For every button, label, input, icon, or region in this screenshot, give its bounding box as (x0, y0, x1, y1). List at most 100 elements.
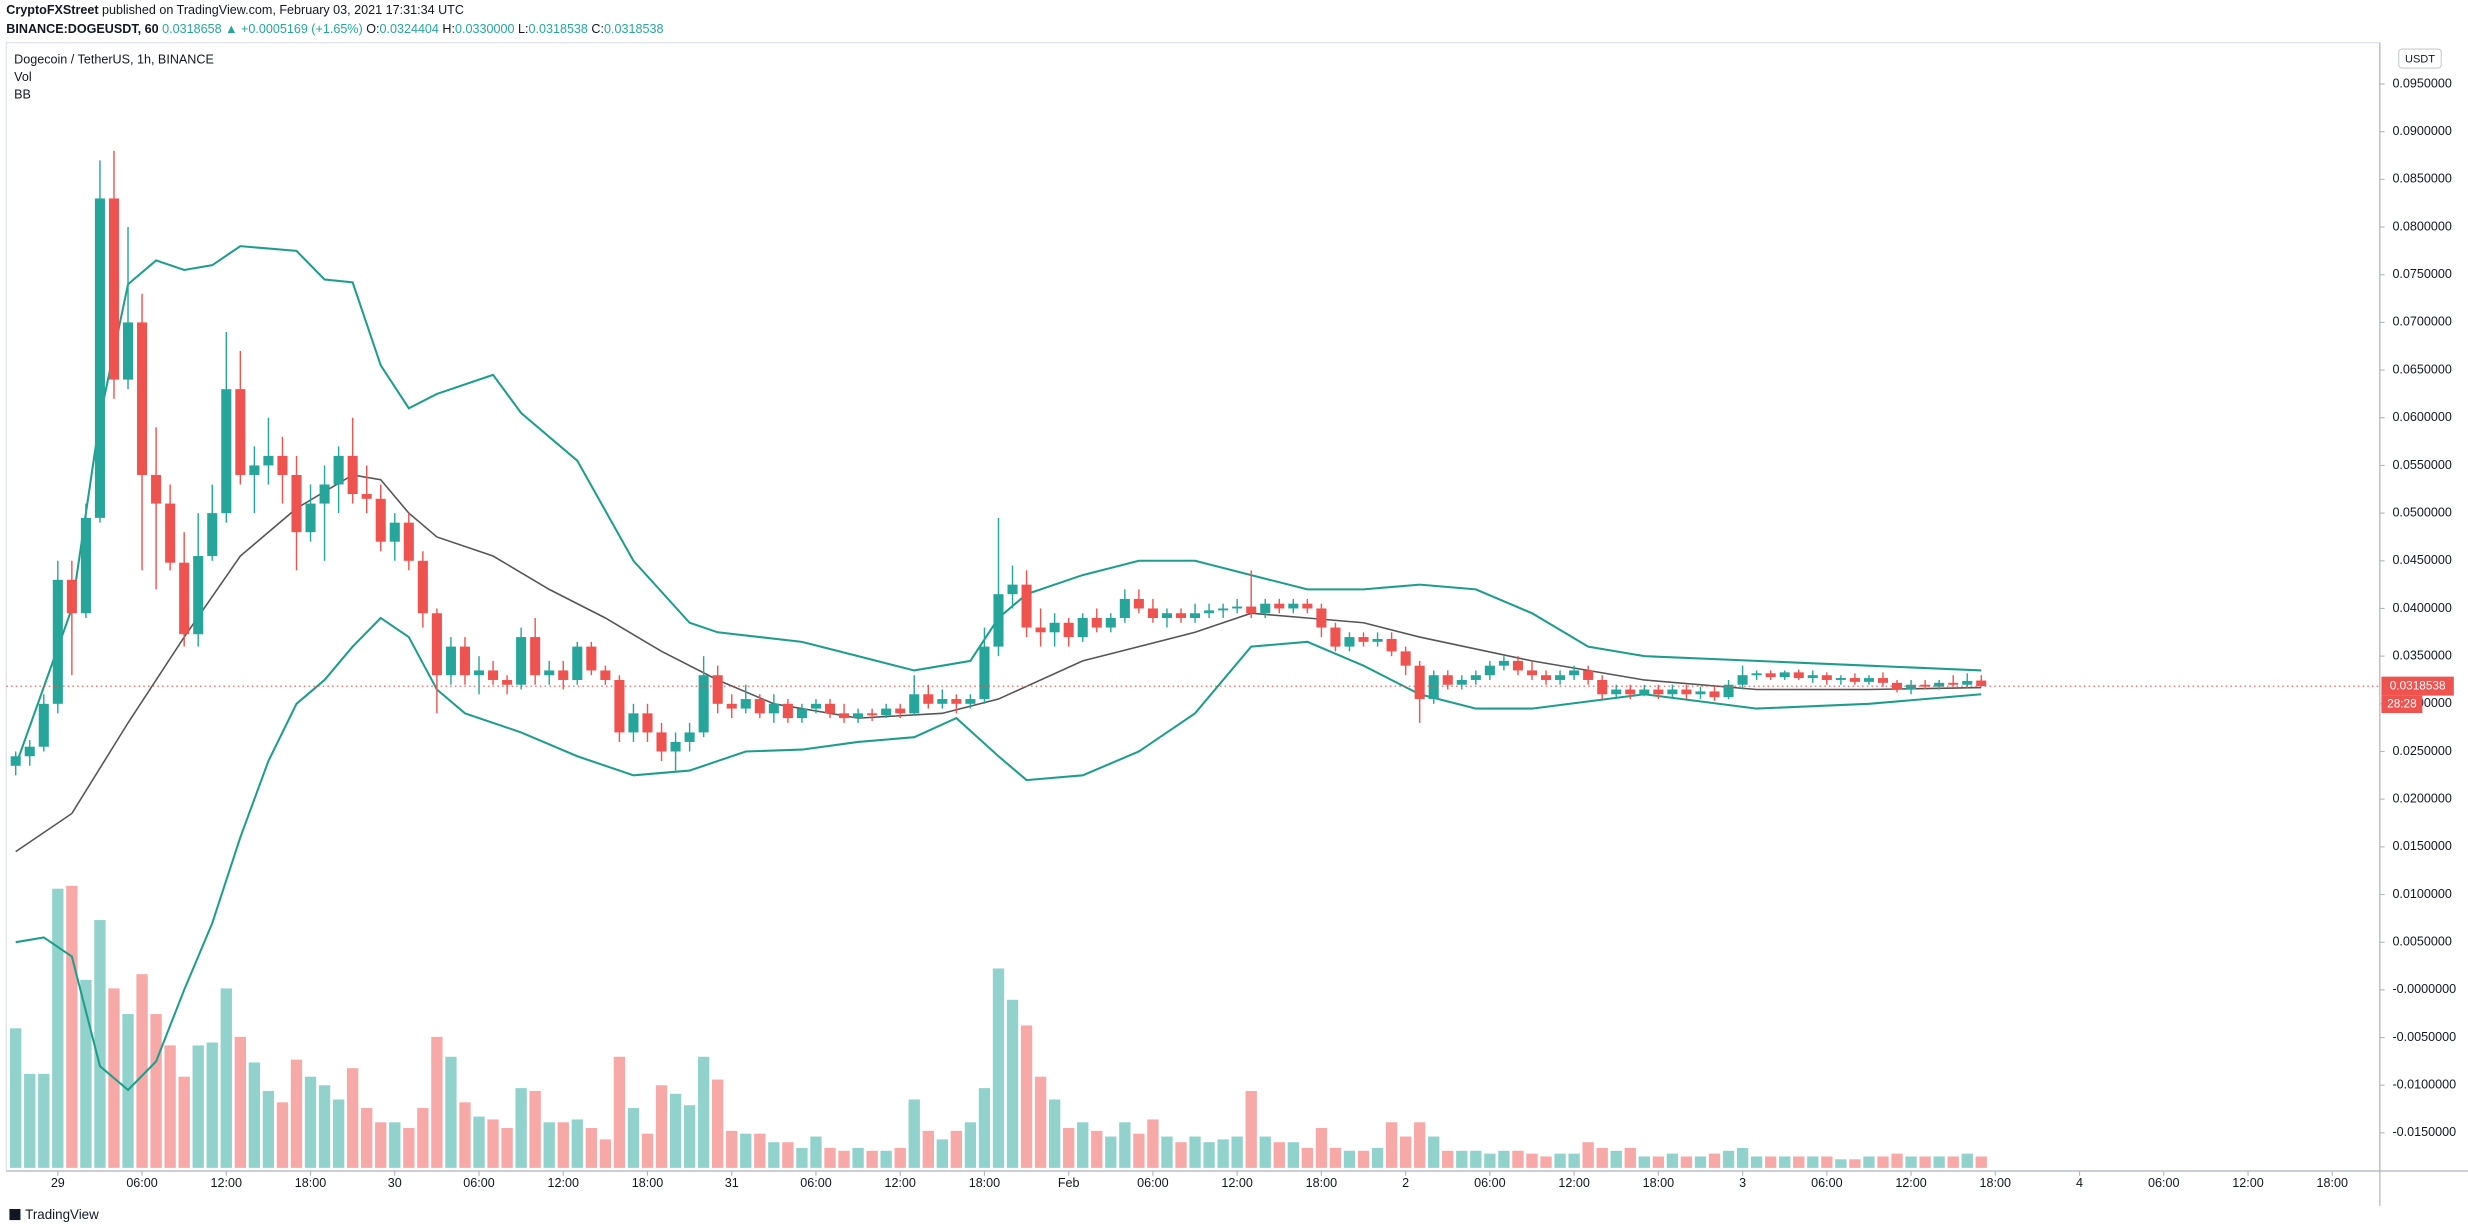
candle-body (1456, 679, 1467, 685)
candle-body (1246, 606, 1257, 614)
volume-bar (908, 1099, 920, 1168)
x-tick-label: 30 (388, 1176, 402, 1190)
candle-body (1372, 638, 1383, 642)
candle-body (1302, 603, 1313, 609)
candle-body (600, 670, 611, 680)
candle-body (782, 703, 793, 719)
candle-body (1147, 608, 1158, 618)
currency-box[interactable] (2398, 48, 2442, 69)
candle-body (1639, 689, 1650, 695)
volume-bar (501, 1127, 513, 1168)
volume-bar (10, 1028, 22, 1168)
volume-bar (557, 1122, 569, 1168)
volume-bar (1750, 1156, 1763, 1168)
volume-bar (234, 1036, 247, 1168)
x-tick-label: 12:00 (1895, 1176, 1926, 1190)
volume-bar (66, 885, 78, 1168)
volume-bar (431, 1036, 443, 1168)
y-tick-label: 0.0400000 (2392, 601, 2451, 615)
candle-body (923, 694, 934, 704)
volume-bar (950, 1130, 963, 1168)
bands-legend: BB (14, 87, 31, 101)
volume-bar (459, 1102, 471, 1168)
candle-body (207, 513, 218, 557)
close-value: 0.0318538 (604, 22, 663, 36)
volume-bar (529, 1090, 541, 1168)
volume-bar (936, 1139, 948, 1168)
volume-bar (346, 1068, 359, 1168)
last-price-label: 0.0318538 (2390, 678, 2446, 692)
volume-bar (1722, 1150, 1735, 1168)
volume-bar (880, 1150, 892, 1168)
candle-body (361, 494, 372, 499)
countdown-box (2381, 695, 2423, 714)
candle-body (726, 703, 737, 709)
volume-bar (1666, 1153, 1679, 1168)
volume-bar (1498, 1150, 1510, 1168)
band-line (15, 616, 1982, 1092)
volume-bar (1343, 1150, 1356, 1168)
low-value: 0.0318538 (528, 22, 587, 36)
candle-body (1021, 584, 1032, 628)
volume-bar (206, 1042, 218, 1168)
countdown: 28:28 (2387, 696, 2417, 710)
volume-bar (389, 1122, 401, 1168)
volume-bar (1077, 1122, 1089, 1168)
candle-body (853, 713, 864, 719)
volume-bar (683, 1105, 696, 1168)
candle-body (628, 713, 639, 733)
volume-bar (318, 1085, 331, 1168)
y-tick-label: 0.0550000 (2392, 458, 2451, 472)
volume-bar (1287, 1142, 1299, 1168)
volume-bar (1793, 1156, 1805, 1168)
y-tick-label: -0.0000000 (2392, 982, 2456, 996)
candle-body (1709, 691, 1720, 698)
published: published on TradingView.com, February 0… (102, 3, 464, 17)
volume-bar (1961, 1153, 1973, 1168)
volume-bar (810, 1136, 822, 1168)
candle-body (1498, 660, 1509, 666)
change: ▲ +0.0005169 (+1.65%) (225, 22, 363, 36)
candle-body (319, 484, 330, 504)
y-tick-label: -0.0150000 (2392, 1125, 2456, 1139)
candle-body (1330, 627, 1341, 647)
candle-body (473, 670, 485, 676)
candle-body (895, 708, 906, 714)
volume-bar (1020, 1025, 1033, 1168)
volume-bar (1849, 1159, 1861, 1168)
x-tick-label: 18:00 (969, 1176, 1000, 1190)
volume-bar (1807, 1156, 1819, 1168)
candle-body (122, 322, 134, 380)
candle-body (558, 670, 569, 680)
candle-body (965, 699, 976, 704)
volume-bar (992, 968, 1005, 1168)
candle-body (502, 679, 513, 685)
candle-body (1877, 678, 1889, 683)
candle-body (796, 708, 807, 719)
x-tick-label: 12:00 (548, 1176, 579, 1190)
volume-bar (403, 1127, 415, 1168)
volume-bar (824, 1147, 836, 1168)
volume-bar (782, 1142, 794, 1168)
y-tick-label: -0.0050000 (2392, 1030, 2456, 1044)
volume-bar (1006, 999, 1019, 1168)
x-tick-label: 06:00 (126, 1176, 157, 1190)
y-tick-label: 0.0900000 (2392, 124, 2451, 138)
candle-body (431, 613, 442, 676)
volume-bar (754, 1133, 766, 1168)
volume-bar (1147, 1119, 1159, 1168)
x-tick-label: 18:00 (632, 1176, 663, 1190)
volume-bar (796, 1147, 808, 1168)
volume-bar (24, 1073, 36, 1168)
candle-body (1428, 675, 1439, 700)
candle-body (824, 703, 836, 714)
candle-body (1849, 678, 1860, 682)
volume-bar (262, 1090, 275, 1168)
candle-body (291, 474, 302, 533)
volume-bar (978, 1088, 991, 1168)
candle-body (937, 699, 948, 704)
volume-bar (276, 1102, 289, 1168)
candle-body (754, 699, 765, 714)
volume-bar (290, 1059, 303, 1168)
